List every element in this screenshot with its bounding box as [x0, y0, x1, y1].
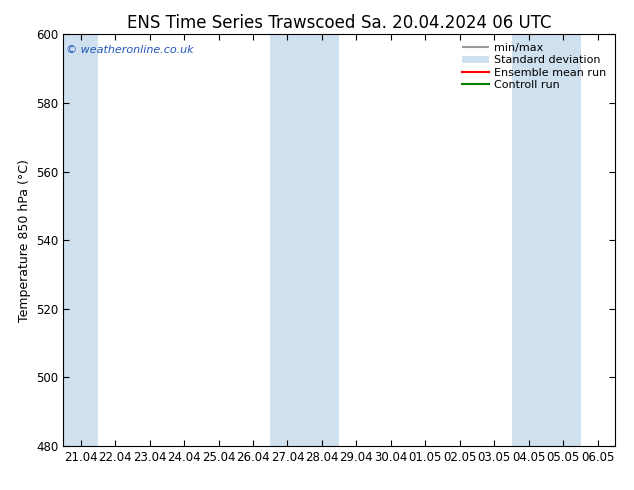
- Text: © weatheronline.co.uk: © weatheronline.co.uk: [66, 45, 194, 54]
- Legend: min/max, Standard deviation, Ensemble mean run, Controll run: min/max, Standard deviation, Ensemble me…: [458, 40, 609, 93]
- Y-axis label: Temperature 850 hPa (°C): Temperature 850 hPa (°C): [18, 159, 30, 321]
- Text: Sa. 20.04.2024 06 UTC: Sa. 20.04.2024 06 UTC: [361, 14, 552, 32]
- Bar: [63, 34, 98, 446]
- Bar: [512, 34, 581, 446]
- Text: ENS Time Series Trawscoed: ENS Time Series Trawscoed: [127, 14, 355, 32]
- Bar: [270, 34, 339, 446]
